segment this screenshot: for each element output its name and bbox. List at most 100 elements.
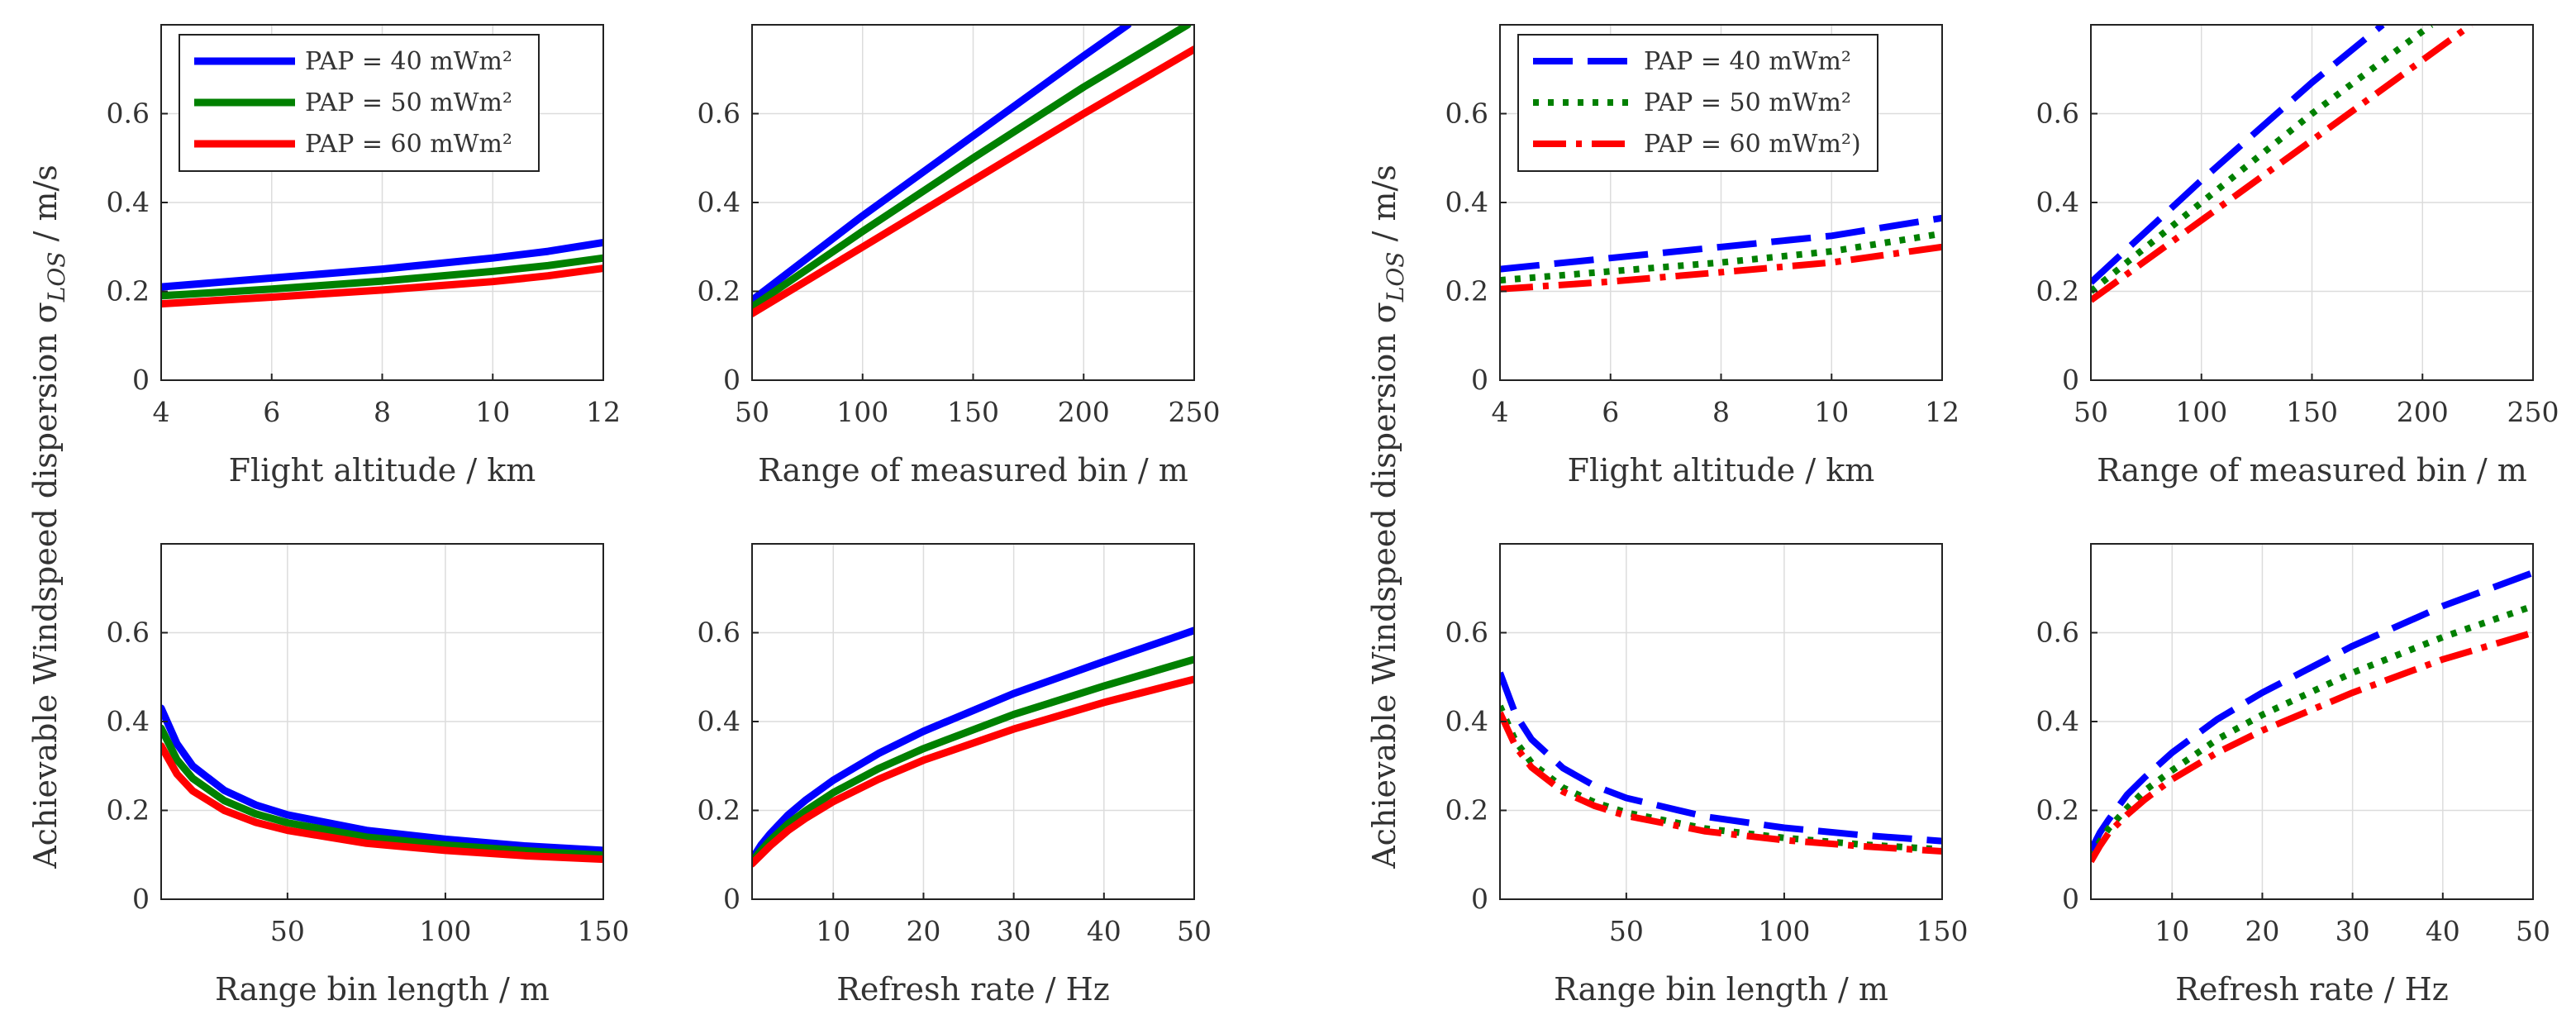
x-tick-label: 6 [263,396,280,428]
y-tick-label: 0.2 [698,794,740,827]
x-axis-label: Flight altitude / km [229,452,536,488]
legend-entry-2: PAP = 50 mWm² [1644,88,1851,117]
y-tick-label: 0.6 [2036,617,2079,649]
legend-entry-1: PAP = 40 mWm² [1644,47,1851,76]
series-line-3 [161,742,603,864]
x-tick-label: 100 [836,396,888,428]
series-group [2091,569,2533,864]
y-tick-label: 0 [132,883,150,915]
series-line-3 [752,45,1194,317]
series-group [752,25,1194,317]
x-tick-label: 100 [1758,915,1810,947]
x-tick-label: 50 [1609,915,1644,947]
x-tick-label: 10 [816,915,850,947]
series-line-1 [161,704,603,855]
x-axis-label: Flight altitude / km [1568,452,1875,488]
series-line-3 [1500,243,1942,293]
x-tick-label: 40 [1087,915,1121,947]
series-group [1500,671,1942,855]
legend-entry-3: PAP = 60 mWm²) [1644,130,1861,159]
y-tick-label: 0.2 [698,275,740,307]
x-tick-label: 50 [270,915,305,947]
x-tick-label: 30 [2336,915,2370,947]
series-group [2091,25,2474,303]
y-tick-label: 0.6 [698,98,740,130]
y-tick-label: 0 [2062,364,2079,396]
x-tick-label: 10 [475,396,510,428]
y-tick-label: 0.6 [698,617,740,649]
y-tick-label: 0.6 [1445,617,1488,649]
x-tick-label: 50 [1177,915,1212,947]
y-tick-label: 0.4 [1445,186,1488,218]
y-tick-label: 0.6 [1445,98,1488,130]
y-tick-label: 0 [2062,883,2079,915]
subplot-left-bottom-right: 10 20 30 40 50 0 0.2 0.4 0.6 Refresh rate / Hz [698,543,1212,1008]
y-tick-label: 0.4 [2036,705,2079,737]
legend-entry-2: PAP = 50 mWm² [305,88,512,117]
x-tick-label: 12 [1925,396,1959,428]
x-tick-label: 20 [2245,915,2279,947]
x-tick-label: 50 [735,396,769,428]
series-line-1 [752,626,1194,864]
y-tick-label: 0.4 [2036,186,2079,218]
legend: PAP = 40 mWm² PAP = 50 mWm² PAP = 60 mWm²) [1517,34,1878,172]
right-block-ylabel: Achievable Windspeed dispersion σLOS / m… [1366,164,1409,869]
subplot-left-top-left: 4 6 8 10 12 0 0.2 0.4 0.6 Flight altitude / km PAP… [107,24,621,488]
subplot-right-bottom-right: 10 20 30 40 50 0 0.2 0.4 0.6 Refresh rate / Hz [2036,543,2550,1008]
y-tick-label: 0 [723,364,740,396]
y-tick-label: 0.4 [107,705,150,737]
y-tick-label: 0.2 [2036,275,2079,307]
series-group [161,704,603,864]
y-tick-label: 0.2 [107,794,150,827]
y-tick-label: 0.4 [1445,705,1488,737]
series-line-3 [1500,711,1942,855]
x-tick-label: 150 [2286,396,2338,428]
x-tick-label: 250 [2507,396,2559,428]
subplot-right-top-right: 50 100 150 200 250 0 0.2 0.4 0.6 Range of measure… [2036,24,2559,488]
y-tick-label: 0.6 [107,98,150,130]
subplot-left-bottom-left: 50 100 150 0 0.2 0.4 0.6 Range bin length / m [107,543,630,1008]
legend-entry-3: PAP = 60 mWm² [305,130,512,159]
y-tick-label: 0.6 [107,617,150,649]
series-line-1 [2091,25,2385,285]
x-tick-label: 250 [1169,396,1221,428]
x-tick-label: 12 [586,396,621,428]
x-tick-label: 40 [2426,915,2460,947]
subplot-right-bottom-left: 50 100 150 0 0.2 0.4 0.6 Range bin length / m [1445,543,1969,1008]
x-tick-label: 50 [2074,396,2108,428]
x-axis-label: Range bin length / m [1554,971,1888,1008]
x-tick-label: 50 [2516,915,2550,947]
y-tick-label: 0.4 [698,186,740,218]
x-tick-label: 8 [1712,396,1730,428]
x-axis-label: Refresh rate / Hz [2175,971,2449,1008]
x-tick-label: 100 [2175,396,2227,428]
y-tick-label: 0.2 [1445,794,1488,827]
right-ylabel-unit: / m/s [1366,164,1402,251]
series-line-1 [2091,569,2533,852]
series-line-3 [2091,629,2533,864]
x-tick-label: 150 [947,396,999,428]
series-group [1500,214,1942,293]
right-ylabel-sub: LOS [1382,252,1409,303]
legend: PAP = 40 mWm² PAP = 50 mWm² PAP = 60 mWm² [179,34,540,172]
x-axis-label: Range of measured bin / m [2097,452,2527,488]
y-tick-label: 0.4 [107,186,150,218]
y-tick-label: 0 [132,364,150,396]
x-tick-label: 150 [578,915,630,947]
series-line-1 [1500,671,1942,845]
legend-entry-1: PAP = 40 mWm² [305,47,512,76]
series-line-1 [1500,214,1942,273]
x-tick-label: 100 [419,915,471,947]
left-ylabel-sub: LOS [43,252,70,303]
series-line-1 [161,238,603,291]
left-block-ylabel: Achievable Windspeed dispersion σLOS / m… [27,164,70,869]
y-tick-label: 0.6 [2036,98,2079,130]
y-tick-label: 0.2 [2036,794,2079,827]
series-line-1 [752,25,1132,304]
left-ylabel-main: Achievable Windspeed dispersion σ [27,302,64,869]
series-line-2 [2091,25,2434,294]
series-line-2 [161,724,603,860]
subplot-left-top-right: 50 100 150 200 250 0 0.2 0.4 0.6 Range of measure… [698,24,1221,488]
series-line-2 [161,254,603,300]
